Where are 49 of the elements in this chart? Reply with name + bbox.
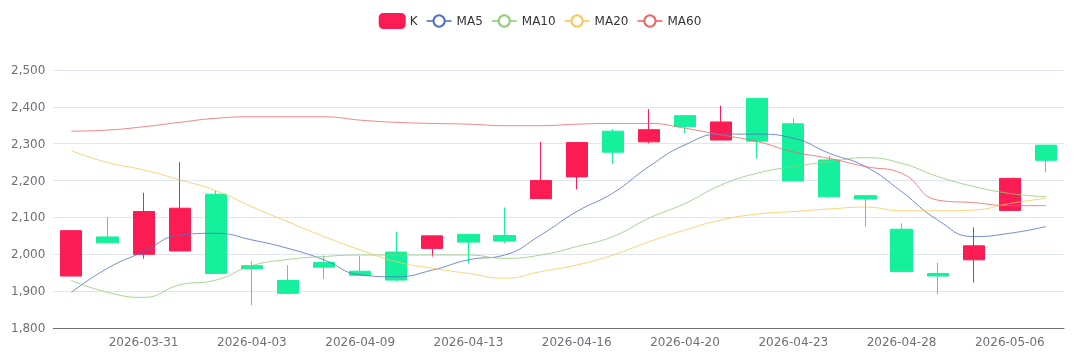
candlestick xyxy=(890,222,913,273)
legend-label: MA60 xyxy=(667,14,702,28)
legend-label: MA10 xyxy=(521,14,556,28)
candlestick xyxy=(60,230,82,277)
x-tick-label: 2026-04-23 xyxy=(758,335,829,349)
candlestick xyxy=(169,161,191,252)
candlestick xyxy=(854,195,877,228)
y-tick-label: 2,400 xyxy=(10,99,46,114)
x-tick-label: 2026-04-20 xyxy=(650,335,720,349)
candlestick xyxy=(313,254,335,280)
candlestick xyxy=(277,264,299,294)
candlestick xyxy=(96,216,119,244)
line-series xyxy=(70,133,1047,293)
legend-label: K xyxy=(409,14,419,28)
y-tick-label: 1,800 xyxy=(10,321,46,335)
line-series xyxy=(70,116,1047,207)
y-tick-label: 2,000 xyxy=(10,247,46,262)
x-tick-label: 2026-05-06 xyxy=(974,335,1045,349)
legend-label: MA20 xyxy=(594,14,629,28)
candlestick xyxy=(782,117,804,182)
x-tick-label: 2026-04-03 xyxy=(217,335,287,349)
candlestick xyxy=(963,226,985,284)
y-tick-label: 2,100 xyxy=(10,210,46,225)
y-tick-label: 1,900 xyxy=(10,284,46,299)
candlestick xyxy=(818,155,840,198)
candlestick xyxy=(205,190,227,274)
x-tick-label: 2026-04-09 xyxy=(325,335,396,349)
candlestick xyxy=(1035,144,1057,173)
x-tick-label: 2026-04-16 xyxy=(541,335,612,349)
candlestick xyxy=(133,192,155,260)
candlestick xyxy=(530,141,552,200)
legend-label: MA5 xyxy=(456,14,483,28)
candlestick xyxy=(602,128,624,165)
candlestick xyxy=(638,108,660,144)
line-series xyxy=(70,150,1047,279)
x-tick-label: 2026-03-31 xyxy=(108,335,179,349)
candlestick xyxy=(746,97,768,159)
candlestick xyxy=(674,115,696,134)
candlestick xyxy=(457,233,480,264)
candlestick xyxy=(493,206,516,244)
candlestick xyxy=(927,262,949,295)
y-tick-label: 2,300 xyxy=(10,136,46,151)
candlestick xyxy=(421,235,443,257)
y-tick-label: 2,200 xyxy=(10,173,46,188)
x-tick-label: 2026-04-28 xyxy=(866,335,937,349)
line-series xyxy=(70,157,1047,298)
y-tick-label: 2,500 xyxy=(10,63,46,77)
x-tick-label: 2026-04-13 xyxy=(433,335,504,349)
candlestick xyxy=(566,142,588,190)
